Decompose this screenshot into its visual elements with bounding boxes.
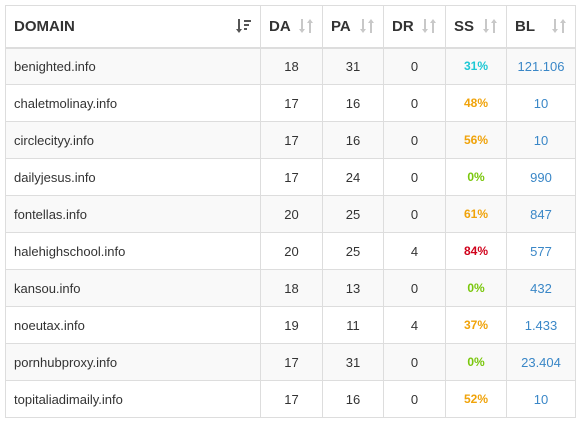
domain-cell: dailyjesus.info — [5, 158, 261, 196]
domain-metrics-table: DOMAIN — [5, 5, 576, 418]
domain-cell: chaletmolinay.info — [5, 84, 261, 122]
pa-cell: 24 — [322, 158, 384, 196]
ss-cell: 52% — [445, 380, 507, 418]
da-cell: 18 — [260, 47, 323, 85]
table-row: fontellas.info 20 25 0 61% 847 — [5, 195, 576, 233]
dr-cell: 0 — [383, 195, 446, 233]
bl-link[interactable]: 990 — [506, 158, 576, 196]
column-header-pa-label: PA — [331, 17, 351, 35]
pa-cell: 16 — [322, 84, 384, 122]
column-header-dr[interactable]: DR — [383, 5, 446, 49]
dr-cell: 0 — [383, 158, 446, 196]
ss-cell: 0% — [445, 269, 507, 307]
column-header-da-label: DA — [269, 17, 291, 35]
table-row: halehighschool.info 20 25 4 84% 577 — [5, 232, 576, 270]
column-header-bl-label: BL — [515, 17, 535, 35]
ss-cell: 31% — [445, 47, 507, 85]
bl-link[interactable]: 10 — [506, 121, 576, 159]
pa-cell: 11 — [322, 306, 384, 344]
dr-cell: 0 — [383, 343, 446, 381]
bl-link[interactable]: 577 — [506, 232, 576, 270]
column-header-da[interactable]: DA — [260, 5, 323, 49]
pa-cell: 31 — [322, 47, 384, 85]
da-cell: 20 — [260, 195, 323, 233]
ss-cell: 0% — [445, 343, 507, 381]
bl-link[interactable]: 23.404 — [506, 343, 576, 381]
pa-cell: 16 — [322, 121, 384, 159]
pa-cell: 13 — [322, 269, 384, 307]
ss-cell: 37% — [445, 306, 507, 344]
da-cell: 17 — [260, 158, 323, 196]
bl-link[interactable]: 10 — [506, 380, 576, 418]
sort-icon[interactable] — [298, 18, 314, 34]
bl-link[interactable]: 847 — [506, 195, 576, 233]
dr-cell: 4 — [383, 306, 446, 344]
ss-cell: 0% — [445, 158, 507, 196]
sort-alpha-desc-icon[interactable] — [236, 18, 252, 34]
table-row: kansou.info 18 13 0 0% 432 — [5, 269, 576, 307]
ss-cell: 48% — [445, 84, 507, 122]
bl-link[interactable]: 121.106 — [506, 47, 576, 85]
domain-table-container: DOMAIN — [5, 5, 576, 418]
domain-cell: topitaliadimaily.info — [5, 380, 261, 418]
table-row: chaletmolinay.info 17 16 0 48% 10 — [5, 84, 576, 122]
bl-link[interactable]: 1.433 — [506, 306, 576, 344]
column-header-ss[interactable]: SS — [445, 5, 507, 49]
da-cell: 17 — [260, 380, 323, 418]
pa-cell: 25 — [322, 195, 384, 233]
domain-cell: kansou.info — [5, 269, 261, 307]
domain-cell: benighted.info — [5, 47, 261, 85]
dr-cell: 0 — [383, 269, 446, 307]
sort-icon[interactable] — [359, 18, 375, 34]
column-header-bl[interactable]: BL — [506, 5, 576, 49]
ss-cell: 61% — [445, 195, 507, 233]
dr-cell: 4 — [383, 232, 446, 270]
table-body: benighted.info 18 31 0 31% 121.106 chale… — [5, 47, 576, 418]
table-row: topitaliadimaily.info 17 16 0 52% 10 — [5, 380, 576, 418]
da-cell: 20 — [260, 232, 323, 270]
domain-cell: halehighschool.info — [5, 232, 261, 270]
column-header-domain-label: DOMAIN — [14, 17, 75, 35]
dr-cell: 0 — [383, 84, 446, 122]
ss-cell: 84% — [445, 232, 507, 270]
table-row: pornhubproxy.info 17 31 0 0% 23.404 — [5, 343, 576, 381]
da-cell: 17 — [260, 84, 323, 122]
column-header-pa[interactable]: PA — [322, 5, 384, 49]
sort-icon[interactable] — [551, 18, 567, 34]
table-header-row: DOMAIN — [5, 5, 576, 49]
table-row: dailyjesus.info 17 24 0 0% 990 — [5, 158, 576, 196]
da-cell: 18 — [260, 269, 323, 307]
bl-link[interactable]: 432 — [506, 269, 576, 307]
table-row: circlecityy.info 17 16 0 56% 10 — [5, 121, 576, 159]
column-header-domain[interactable]: DOMAIN — [5, 5, 261, 49]
column-header-ss-label: SS — [454, 17, 475, 35]
sort-icon[interactable] — [421, 18, 437, 34]
pa-cell: 16 — [322, 380, 384, 418]
dr-cell: 0 — [383, 121, 446, 159]
sort-icon[interactable] — [482, 18, 498, 34]
column-header-dr-label: DR — [392, 17, 414, 35]
domain-cell: circlecityy.info — [5, 121, 261, 159]
table-row: benighted.info 18 31 0 31% 121.106 — [5, 47, 576, 85]
dr-cell: 0 — [383, 380, 446, 418]
bl-link[interactable]: 10 — [506, 84, 576, 122]
da-cell: 17 — [260, 121, 323, 159]
domain-cell: fontellas.info — [5, 195, 261, 233]
da-cell: 19 — [260, 306, 323, 344]
pa-cell: 31 — [322, 343, 384, 381]
da-cell: 17 — [260, 343, 323, 381]
dr-cell: 0 — [383, 47, 446, 85]
domain-cell: pornhubproxy.info — [5, 343, 261, 381]
ss-cell: 56% — [445, 121, 507, 159]
pa-cell: 25 — [322, 232, 384, 270]
domain-cell: noeutax.info — [5, 306, 261, 344]
table-row: noeutax.info 19 11 4 37% 1.433 — [5, 306, 576, 344]
